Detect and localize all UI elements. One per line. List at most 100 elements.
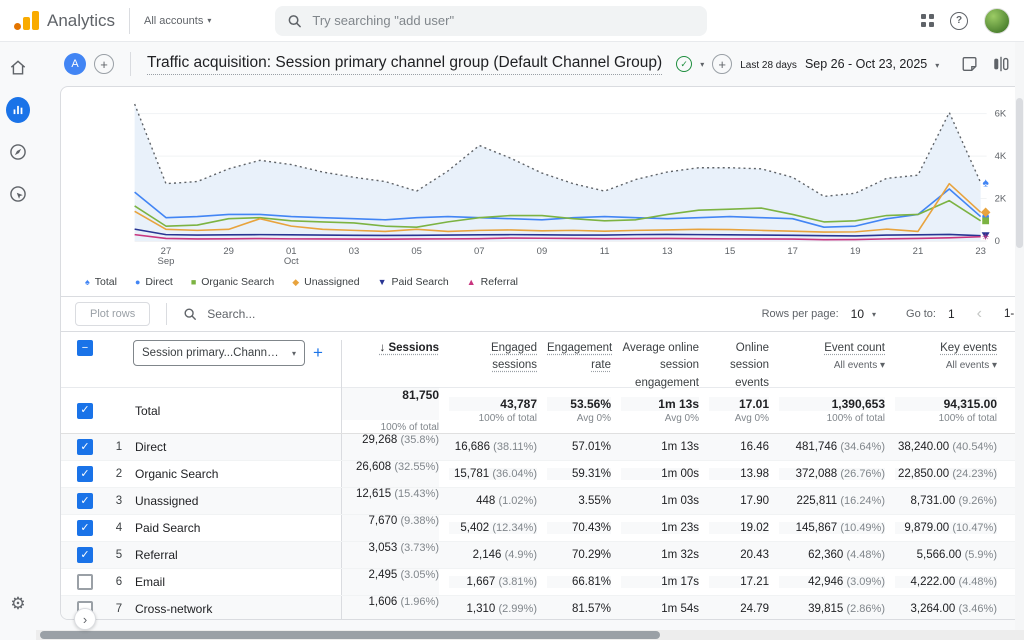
add-report-button[interactable]: + <box>712 54 732 74</box>
metric-cell: 22,850.00 (24.23%) <box>895 468 1007 480</box>
legend-label: Organic Search <box>201 276 274 288</box>
metric-subtext: 100% of total <box>779 413 885 424</box>
left-nav-rail: ⚙ <box>0 42 36 640</box>
row-checkbox[interactable]: ✓ <box>77 466 93 482</box>
horizontal-scrollbar <box>36 630 1024 640</box>
column-sort-label[interactable]: Event count <box>824 342 885 354</box>
sidebar-item-explore[interactable] <box>6 140 30 164</box>
admin-settings-gear-icon[interactable]: ⚙ <box>10 594 25 614</box>
svg-text:2K: 2K <box>995 194 1007 205</box>
row-number: 4 <box>105 522 133 534</box>
column-sort-label[interactable]: Key events <box>940 342 997 354</box>
row-checkbox[interactable]: ✓ <box>77 493 93 509</box>
metric-cell: 1m 03s <box>621 495 709 507</box>
svg-text:6K: 6K <box>995 109 1007 120</box>
column-sort-label[interactable]: Engaged sessions <box>491 342 537 371</box>
table-search-input[interactable] <box>207 307 387 321</box>
legend-diamond-icon: ◆ <box>292 278 299 287</box>
column-sort-label[interactable]: Online session events <box>730 342 769 389</box>
previous-page-icon[interactable]: ‹ <box>977 305 982 323</box>
total-row: ✓Total81,750100% of total43,787100% of t… <box>61 388 1024 434</box>
metric-cell: 57.01% <box>547 441 621 453</box>
expand-nav-button[interactable]: › <box>74 608 96 630</box>
legend-item-organic-search[interactable]: ■Organic Search <box>191 276 274 288</box>
svg-text:05: 05 <box>411 246 422 257</box>
row-checkbox[interactable]: ✓ <box>77 439 93 455</box>
channel-name: Referral <box>133 548 341 562</box>
row-checkbox[interactable]: ✓ <box>77 520 93 536</box>
global-search[interactable] <box>275 6 707 36</box>
column-sort-label[interactable]: Engagement rate <box>547 342 612 371</box>
sidebar-item-reports[interactable] <box>6 98 30 122</box>
chevron-down-icon[interactable]: ▾ <box>700 60 704 69</box>
end-marker-spade-icon: ♠ <box>982 176 989 190</box>
metric-value: 225,811 (16.24%) <box>779 495 885 507</box>
ab-compare-icon[interactable] <box>992 55 1010 73</box>
date-range-picker[interactable]: Last 28 days Sep 26 - Oct 23, 2025 ▾ <box>740 57 939 71</box>
rows-per-page-value[interactable]: 10 <box>851 307 864 321</box>
metric-value: 94,315.00 <box>895 397 997 411</box>
metric-cell: 1m 32s <box>621 549 709 561</box>
home-icon <box>8 58 28 78</box>
metric-value: 17.90 <box>709 495 769 507</box>
column-sort-label[interactable]: Average online session engagement <box>622 342 699 389</box>
metric-cell: 3,053 (3.73%) <box>341 542 449 568</box>
metric-cell: 24.79 <box>709 603 779 615</box>
metric-cell: 53.56%Avg 0% <box>547 397 621 424</box>
select-all-checkbox[interactable]: − <box>77 340 93 356</box>
global-search-input[interactable] <box>312 13 695 28</box>
svg-text:21: 21 <box>913 246 924 257</box>
legend-item-direct[interactable]: ●Direct <box>135 276 173 288</box>
chevron-down-icon[interactable]: ▾ <box>872 310 876 319</box>
svg-text:09: 09 <box>537 246 548 257</box>
metric-value: 5,402 (12.34%) <box>449 522 537 534</box>
go-to-label: Go to: <box>906 308 936 320</box>
metric-cell: 38,240.00 (40.54%) <box>895 441 1007 453</box>
plot-rows-button[interactable]: Plot rows <box>75 302 150 326</box>
metric-value: 53.56% <box>547 397 611 411</box>
notes-icon[interactable] <box>961 55 979 73</box>
report-header: A + Traffic acquisition: Session primary… <box>36 42 1024 86</box>
metric-value: 12,615 (15.43%) <box>342 488 439 514</box>
sidebar-item-home[interactable] <box>6 56 30 80</box>
apps-grid-icon[interactable] <box>921 14 934 27</box>
channel-name: Direct <box>133 440 341 454</box>
table-search[interactable] <box>183 307 387 321</box>
row-checkbox[interactable]: ✓ <box>77 547 93 563</box>
account-selector[interactable]: All accounts ▾ <box>144 15 211 27</box>
legend-item-referral[interactable]: ▲Referral <box>467 276 518 288</box>
row-number: 5 <box>105 549 133 561</box>
column-filter-dropdown[interactable]: All events ▾ <box>895 360 997 371</box>
add-workspace-button[interactable]: + <box>94 54 114 74</box>
help-icon[interactable]: ? <box>950 12 968 30</box>
analytics-logo-icon[interactable] <box>14 11 39 30</box>
vertical-scrollbar-thumb[interactable] <box>1016 98 1023 248</box>
horizontal-scrollbar-thumb[interactable] <box>40 631 660 639</box>
legend-asterisk-icon: ▲ <box>467 278 476 287</box>
legend-item-paid-search[interactable]: ▼Paid Search <box>378 276 449 288</box>
metric-value: 1m 00s <box>621 468 699 480</box>
legend-item-total[interactable]: ♠Total <box>85 276 117 288</box>
dimension-selector-dropdown[interactable]: Session primary...Channel Group)▾ <box>133 340 305 366</box>
legend-item-unassigned[interactable]: ◆Unassigned <box>292 276 359 288</box>
column-filter-dropdown[interactable]: All events ▾ <box>779 360 885 371</box>
report-title[interactable]: Traffic acquisition: Session primary cha… <box>147 54 662 75</box>
metric-value: 17.21 <box>709 576 769 588</box>
search-icon <box>183 307 197 321</box>
workspace-badge[interactable]: A <box>64 53 86 75</box>
sidebar-item-advertising[interactable] <box>6 182 30 206</box>
metric-value: 1m 23s <box>621 522 699 534</box>
chart-canvas: ♠✳27Sep2901Oct030507091113151719212302K4… <box>69 91 1024 269</box>
row-number: 1 <box>105 441 133 453</box>
svg-text:Sep: Sep <box>158 256 175 267</box>
metric-value: 13.98 <box>709 468 769 480</box>
svg-text:29: 29 <box>223 246 234 257</box>
row-checkbox[interactable] <box>77 574 93 590</box>
column-sort-label[interactable]: ↓ Sessions <box>380 342 439 354</box>
svg-text:23: 23 <box>975 246 986 257</box>
metric-cell: 39,815 (2.86%) <box>779 603 895 615</box>
user-avatar[interactable] <box>984 8 1010 34</box>
add-dimension-button[interactable]: + <box>313 343 323 363</box>
go-to-value[interactable]: 1 <box>948 307 955 321</box>
total-row-checkbox[interactable]: ✓ <box>77 403 93 419</box>
